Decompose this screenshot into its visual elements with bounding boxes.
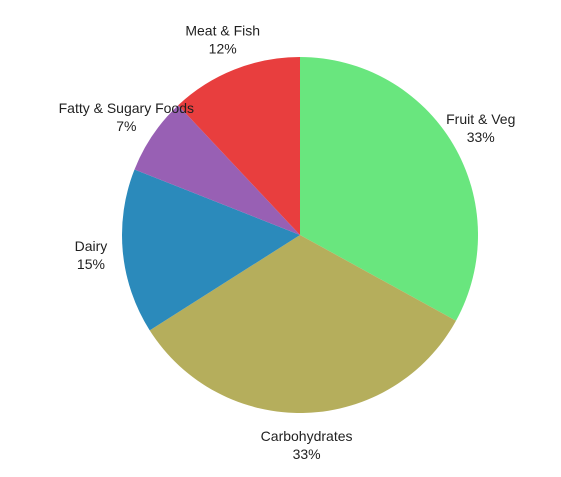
pie-label-name: Fruit & Veg xyxy=(446,111,515,127)
pie-slice-dairy xyxy=(121,169,300,331)
pie-slice-fruit-veg xyxy=(300,57,478,321)
pie-label-percent: 15% xyxy=(77,255,105,271)
pie-label-percent: 33% xyxy=(467,129,495,145)
pie-label-carbohydrates: Carbohydrates 33% xyxy=(261,428,353,462)
pie-labels: Fruit & Veg 33% Carbohydrates 33% Dairy 15% Fa… xyxy=(59,22,516,461)
pie-slice-meat-fish xyxy=(178,57,300,235)
pie-label-fatty-sugary-foods: Fatty & Sugary Foods 7% xyxy=(59,100,194,134)
pie-label-percent: 33% xyxy=(293,446,321,462)
pie-label-percent: 12% xyxy=(209,40,237,56)
pie-slice-fatty-sugary-foods xyxy=(134,105,300,235)
pie-label-meat-fish: Meat & Fish 12% xyxy=(185,22,260,56)
pie-label-dairy: Dairy 15% xyxy=(75,237,108,271)
pie-label-name: Fatty & Sugary Foods xyxy=(59,100,194,116)
pie-label-name: Dairy xyxy=(75,237,108,253)
pie-label-fruit-veg: Fruit & Veg 33% xyxy=(446,111,515,145)
pie-label-percent: 7% xyxy=(116,118,136,134)
pie-label-name: Meat & Fish xyxy=(185,22,260,38)
pie-slice-carbohydrates xyxy=(149,235,456,414)
pie-slices xyxy=(121,57,478,414)
pie-label-name: Carbohydrates xyxy=(261,428,353,444)
